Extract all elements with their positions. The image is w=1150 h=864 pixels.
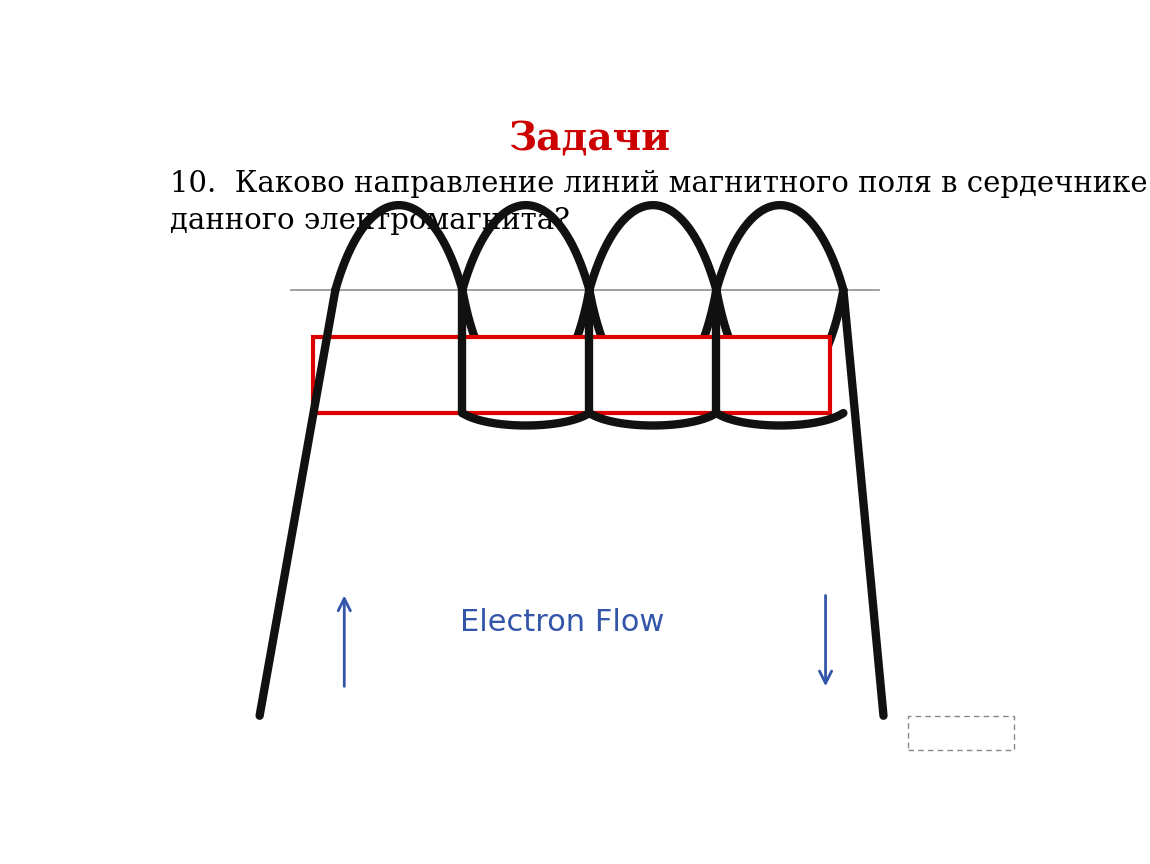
Text: Electron Flow: Electron Flow xyxy=(460,608,665,637)
Text: Налево: Налево xyxy=(927,724,996,742)
Bar xyxy=(313,336,830,413)
Bar xyxy=(908,715,1013,750)
Text: Задачи: Задачи xyxy=(508,120,670,158)
Text: данного электромагнита?: данного электромагнита? xyxy=(170,206,570,235)
Text: 10.  Каково направление линий магнитного поля в сердечнике: 10. Каково направление линий магнитного … xyxy=(170,170,1148,198)
